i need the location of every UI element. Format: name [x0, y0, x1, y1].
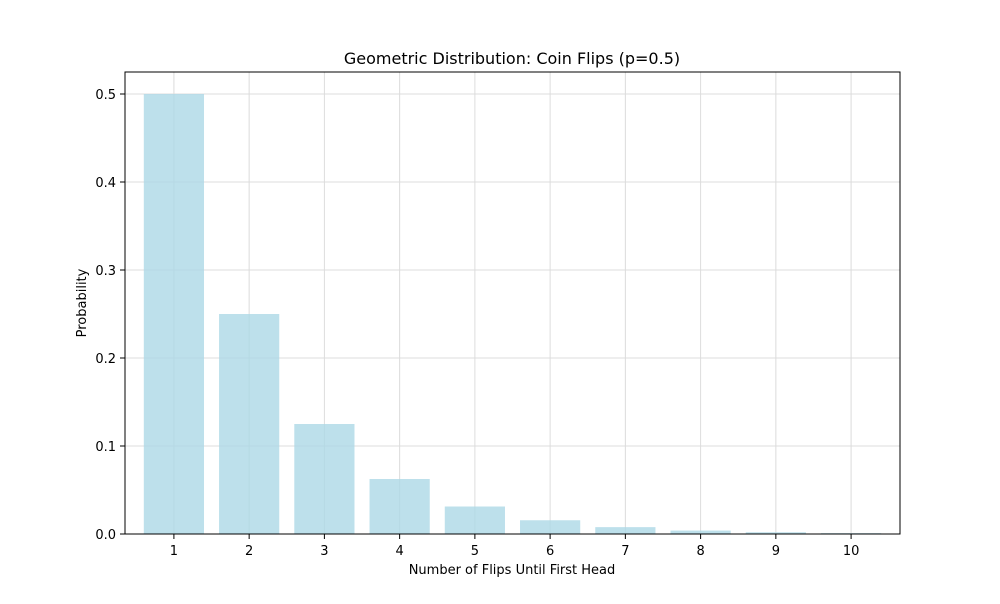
- bar: [369, 479, 430, 534]
- x-tick-label: 3: [320, 544, 328, 559]
- bar: [294, 424, 355, 534]
- x-axis-label: Number of Flips Until First Head: [409, 563, 616, 578]
- y-tick-label: 0.2: [95, 352, 116, 367]
- bar: [520, 520, 581, 534]
- bar: [444, 506, 505, 534]
- x-axis-ticks: 1 2 3 4 5 6 7 8 9 10: [170, 534, 860, 559]
- x-tick-label: 2: [245, 544, 253, 559]
- bar: [143, 94, 205, 534]
- bar: [219, 314, 280, 534]
- bar: [670, 530, 731, 534]
- x-tick-label: 5: [471, 544, 479, 559]
- x-tick-label: 6: [546, 544, 554, 559]
- x-tick-label: 9: [772, 544, 780, 559]
- x-tick-label: 1: [170, 544, 178, 559]
- bars-layer: [143, 94, 882, 534]
- y-tick-label: 0.1: [95, 440, 116, 455]
- y-axis-label: Probability: [75, 268, 90, 337]
- x-tick-label: 4: [395, 544, 403, 559]
- chart-title: Geometric Distribution: Coin Flips (p=0.…: [344, 49, 680, 68]
- y-tick-label: 0.3: [95, 264, 116, 279]
- x-tick-label: 8: [696, 544, 704, 559]
- plot-frame: [124, 71, 901, 535]
- x-tick-label: 10: [843, 544, 860, 559]
- bar: [595, 527, 656, 534]
- y-tick-label: 0.0: [95, 528, 116, 543]
- y-tick-label: 0.5: [95, 88, 116, 103]
- y-tick-label: 0.4: [95, 176, 116, 191]
- x-tick-label: 7: [621, 544, 629, 559]
- bar: [745, 532, 806, 534]
- y-axis-ticks: 0.0 0.1 0.2 0.3 0.4 0.5: [95, 88, 125, 543]
